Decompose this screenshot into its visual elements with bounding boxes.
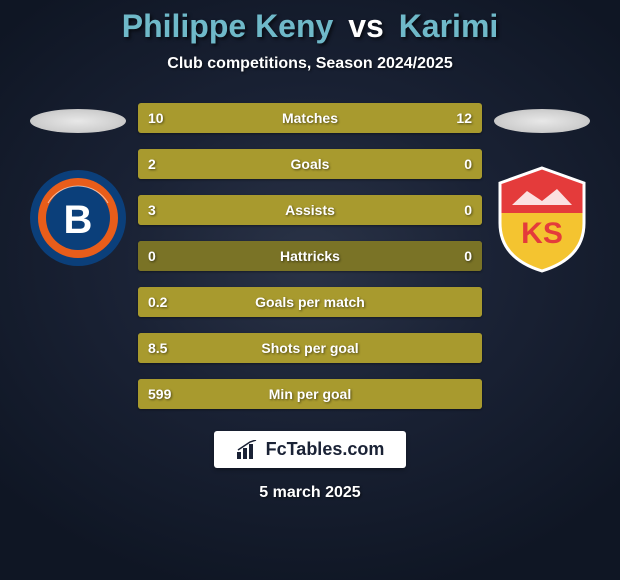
club-badge-left: B (28, 163, 128, 273)
stat-value-right: 0 (454, 241, 482, 271)
stat-row: 599 Min per goal (138, 379, 482, 409)
svg-text:KS: KS (521, 217, 563, 250)
footer: FcTables.com 5 march 2025 (0, 431, 620, 502)
stat-value-right (462, 333, 482, 363)
brand-box[interactable]: FcTables.com (214, 431, 407, 468)
stat-value-left: 10 (138, 103, 174, 133)
svg-text:B: B (64, 198, 93, 242)
stat-label: Matches (282, 110, 338, 126)
stat-row: 2 Goals 0 (138, 149, 482, 179)
date-label: 5 march 2025 (259, 484, 360, 502)
stat-row: 0 Hattricks 0 (138, 241, 482, 271)
brand-label: FcTables.com (266, 439, 385, 460)
stat-row: 8.5 Shots per goal (138, 333, 482, 363)
stat-value-left: 0.2 (138, 287, 177, 317)
stat-label: Min per goal (269, 386, 351, 402)
stat-value-right: 0 (454, 195, 482, 225)
page-title: Philippe Keny vs Karimi (0, 8, 620, 45)
stat-row: 10 Matches 12 (138, 103, 482, 133)
stat-value-right (462, 287, 482, 317)
stat-value-left: 2 (138, 149, 166, 179)
content-wrapper: Philippe Keny vs Karimi Club competition… (0, 0, 620, 580)
chart-icon (236, 440, 258, 460)
stat-label: Assists (285, 202, 335, 218)
club-badge-right: KS (492, 163, 592, 273)
kayserispor-logo-icon: KS (492, 163, 592, 273)
stat-value-right: 0 (454, 149, 482, 179)
stat-value-right: 12 (446, 103, 482, 133)
stats-column: 10 Matches 12 2 Goals 0 3 Assists 0 0 Hattricks 0 0.… (138, 103, 482, 409)
player1-name: Philippe Keny (122, 8, 334, 44)
player2-shadow (494, 109, 590, 133)
stat-row: 3 Assists 0 (138, 195, 482, 225)
player1-shadow (30, 109, 126, 133)
left-side: B (18, 103, 138, 273)
stat-value-right (462, 379, 482, 409)
stat-value-left: 0 (138, 241, 166, 271)
stat-label: Goals (291, 156, 330, 172)
stat-label: Goals per match (255, 294, 365, 310)
right-side: KS (482, 103, 602, 273)
basaksehir-logo-icon: B (28, 163, 128, 273)
vs-label: vs (348, 8, 384, 44)
subtitle: Club competitions, Season 2024/2025 (0, 55, 620, 73)
main-row: B 10Matches122Goals03Assists00Hattricks0… (0, 103, 620, 409)
stat-value-left: 3 (138, 195, 166, 225)
stat-label: Hattricks (280, 248, 340, 264)
stat-value-left: 8.5 (138, 333, 177, 363)
player2-name: Karimi (399, 8, 499, 44)
stat-label: Shots per goal (261, 340, 358, 356)
stat-value-left: 599 (138, 379, 181, 409)
stat-row: 0.2 Goals per match (138, 287, 482, 317)
